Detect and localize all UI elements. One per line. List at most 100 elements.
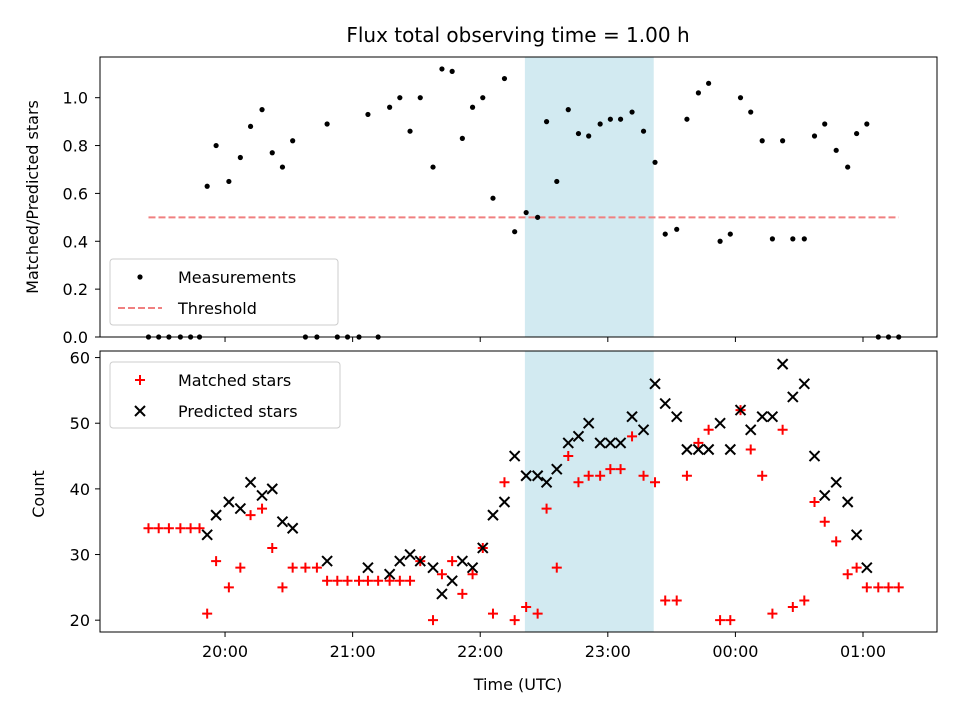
matched-star-point xyxy=(509,615,520,626)
matched-star-point xyxy=(373,575,384,586)
matched-star-point xyxy=(725,615,736,626)
measurement-point xyxy=(662,231,668,237)
measurement-point xyxy=(397,95,403,101)
bottom-panel-frame xyxy=(99,350,938,633)
matched-star-point xyxy=(143,523,154,534)
matched-star-point xyxy=(883,582,894,593)
y-tick-label: 0.0 xyxy=(63,328,88,347)
matched-star-point xyxy=(787,602,798,613)
matched-star-point xyxy=(185,523,196,534)
predicted-star-point xyxy=(724,443,737,456)
matched-star-point xyxy=(287,562,298,573)
x-tick-label: 00:00 xyxy=(712,642,758,661)
predicted-star-point xyxy=(446,575,458,587)
x-tick-label: 21:00 xyxy=(330,642,376,661)
matched-star-point xyxy=(777,424,788,435)
matched-star-point xyxy=(342,575,353,586)
matched-star-point xyxy=(202,608,213,619)
legend-label: Matched stars xyxy=(178,371,291,390)
predicted-star-point xyxy=(659,397,671,410)
matched-star-point xyxy=(175,523,186,534)
legend-box xyxy=(109,258,339,326)
predicted-star-point xyxy=(702,443,715,456)
matched-star-point xyxy=(605,464,616,475)
measurement-point xyxy=(324,121,330,127)
predicted-star-point xyxy=(234,502,247,515)
legend-label: Predicted stars xyxy=(178,402,298,421)
shaded-span-top xyxy=(524,57,654,337)
matched-star-point xyxy=(245,510,256,521)
matched-star-point xyxy=(767,608,778,619)
predicted-star-point xyxy=(787,391,799,403)
predicted-star-point xyxy=(383,568,396,580)
matched-star-point xyxy=(583,470,594,481)
y-tick-label: 0.8 xyxy=(63,137,88,156)
measurement-point xyxy=(490,195,496,201)
measurement-point xyxy=(607,116,613,122)
legend-bottom: Matched stars Predicted stars xyxy=(109,361,341,429)
matched-star-point xyxy=(819,516,830,527)
legend-dot-marker xyxy=(137,274,143,280)
predicted-star-point xyxy=(841,496,854,508)
matched-star-point xyxy=(211,556,222,567)
matched-star-point xyxy=(332,575,343,586)
measurement-point xyxy=(737,95,744,101)
measurement-point xyxy=(269,150,275,156)
predicted-star-point xyxy=(830,476,842,489)
measurement-point xyxy=(204,183,210,189)
matched-star-point xyxy=(223,582,234,593)
matched-star-point xyxy=(277,582,288,593)
matched-star-point xyxy=(394,575,405,586)
x-tick-label: 23:00 xyxy=(585,642,631,661)
predicted-star-point xyxy=(819,489,831,502)
measurement-point xyxy=(480,95,486,101)
predicted-star-point xyxy=(266,483,278,495)
measurement-point xyxy=(652,159,658,165)
x-tick-label: 20:00 xyxy=(202,642,248,661)
predicted-star-point xyxy=(745,424,757,436)
matched-star-point xyxy=(153,523,164,534)
measurement-point xyxy=(695,90,702,96)
measurement-point xyxy=(617,116,624,122)
predicted-star-point xyxy=(498,496,511,508)
matched-star-point xyxy=(573,477,584,488)
y-tick-label: 20 xyxy=(70,611,90,630)
top-y-axis-label: Matched/Predicted stars xyxy=(23,100,42,294)
measurement-point xyxy=(365,111,371,118)
legend-label: Threshold xyxy=(177,299,257,318)
matched-star-point xyxy=(595,470,606,481)
x-axis-label: Time (UTC) xyxy=(473,675,562,694)
measurement-point xyxy=(833,147,839,153)
measurement-point xyxy=(407,128,413,134)
matched-star-point xyxy=(487,608,498,619)
predicted-star-point xyxy=(594,437,606,449)
measurement-point xyxy=(439,66,445,72)
y-tick-label: 0.6 xyxy=(63,184,88,203)
matched-star-point xyxy=(362,575,373,586)
measurement-point xyxy=(387,104,393,110)
predicted-star-point xyxy=(466,561,479,574)
matched-star-point xyxy=(861,582,872,593)
measurement-point xyxy=(769,236,776,242)
measurement-point xyxy=(717,238,723,244)
matched-star-point xyxy=(322,575,333,586)
measurement-point xyxy=(469,104,476,110)
matched-star-point xyxy=(703,424,714,435)
matched-star-point xyxy=(681,470,692,481)
matched-star-point xyxy=(660,595,671,606)
matched-star-point xyxy=(873,582,884,593)
predicted-star-point xyxy=(540,476,553,489)
matched-star-point xyxy=(235,562,246,573)
measurement-point xyxy=(684,116,690,122)
matched-star-point xyxy=(757,470,768,481)
predicted-star-point xyxy=(637,424,650,436)
matched-star-point xyxy=(384,575,395,586)
predicted-star-point xyxy=(427,561,439,574)
predicted-star-point xyxy=(671,410,683,423)
matched-star-point xyxy=(693,437,704,448)
matched-star-point xyxy=(300,562,311,573)
predicted-star-point xyxy=(436,588,448,600)
y-tick-label: 1.0 xyxy=(63,89,88,108)
shaded-span-bottom xyxy=(524,351,654,632)
measurement-point xyxy=(822,121,828,127)
